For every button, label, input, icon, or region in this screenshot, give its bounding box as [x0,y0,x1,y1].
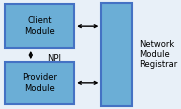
Text: NPI: NPI [47,54,61,63]
FancyArrowPatch shape [29,52,32,58]
FancyBboxPatch shape [5,62,74,104]
Text: Provider
Module: Provider Module [22,73,57,93]
FancyArrowPatch shape [79,81,97,84]
FancyBboxPatch shape [101,3,132,106]
FancyBboxPatch shape [5,4,74,48]
FancyArrowPatch shape [79,25,97,28]
Text: Network
Module
Registrar: Network Module Registrar [139,40,178,69]
Text: Client
Module: Client Module [24,16,55,36]
